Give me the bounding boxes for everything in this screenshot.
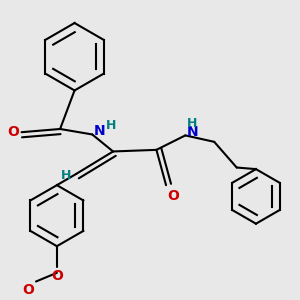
Text: H: H (187, 117, 197, 130)
Text: O: O (22, 283, 34, 297)
Text: O: O (7, 125, 19, 139)
Text: N: N (94, 124, 105, 138)
Text: O: O (168, 189, 179, 203)
Text: O: O (51, 269, 63, 283)
Text: N: N (187, 125, 199, 139)
Text: H: H (61, 169, 71, 182)
Text: H: H (106, 119, 116, 132)
